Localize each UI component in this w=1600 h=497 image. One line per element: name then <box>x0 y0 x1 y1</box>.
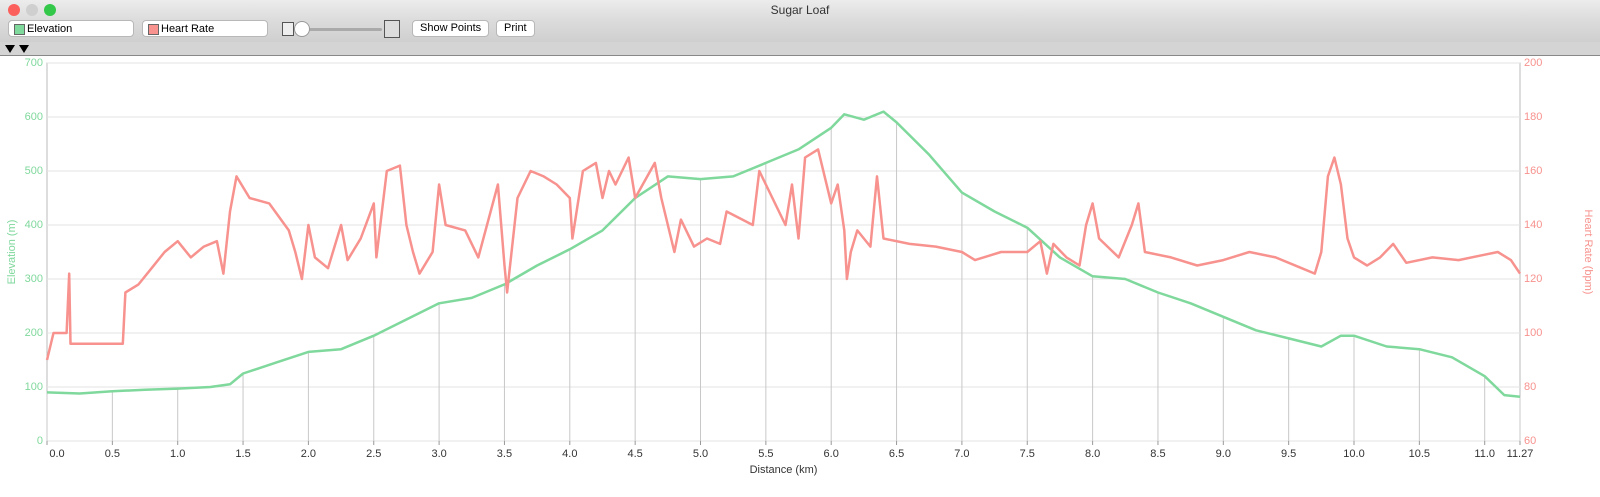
x-tick-label: 4.5 <box>628 448 643 460</box>
y2-tick-label: 160 <box>1524 165 1542 177</box>
y-tick-label: 500 <box>25 165 43 177</box>
zoom-button[interactable] <box>44 4 56 16</box>
x-tick-label: 2.5 <box>366 448 381 460</box>
y-tick-label: 200 <box>25 327 43 339</box>
minimize-button[interactable] <box>26 4 38 16</box>
y2-tick-label: 140 <box>1524 219 1542 231</box>
select-label: Elevation <box>27 23 73 35</box>
x-tick-label: 2.0 <box>301 448 316 460</box>
x-tick-label: 7.0 <box>954 448 969 460</box>
show-points-button[interactable]: Show Points <box>412 20 490 37</box>
x-tick-label: 10.5 <box>1409 448 1430 460</box>
series-select[interactable]: Heart Rate <box>142 20 268 37</box>
x-tick-label: 0.0 <box>49 448 64 460</box>
x-tick-label: 8.0 <box>1085 448 1100 460</box>
zoom-out-icon[interactable] <box>282 22 294 36</box>
y2-tick-label: 60 <box>1524 435 1536 447</box>
x-tick-label: 1.5 <box>235 448 250 460</box>
x-tick-label: 8.5 <box>1150 448 1165 460</box>
y-tick-label: 400 <box>25 219 43 231</box>
series-line <box>45 148 1522 361</box>
chart: 0 100 200 300 400 500 600 700 60 80 100 120 140 160 18… <box>6 57 1594 476</box>
x-tick-label: 9.5 <box>1281 448 1296 460</box>
title-bar: Sugar Loaf <box>0 0 1600 20</box>
plot-area <box>46 62 1521 442</box>
select-label: Heart Rate <box>161 23 215 35</box>
y2-tick-label: 200 <box>1524 57 1542 69</box>
zoom-slider[interactable] <box>296 28 382 31</box>
marker-strip <box>0 42 1600 56</box>
x-tick-label: 3.5 <box>497 448 512 460</box>
y2-axis-title: Heart Rate (bpm) <box>1582 210 1594 295</box>
close-button[interactable] <box>8 4 20 16</box>
x-tick-label: 0.5 <box>105 448 120 460</box>
x-tick-label: 3.0 <box>431 448 446 460</box>
x-tick-label: 1.0 <box>170 448 185 460</box>
x-tick-label: 5.0 <box>693 448 708 460</box>
y2-tick-label: 180 <box>1524 111 1542 123</box>
zoom-in-icon[interactable] <box>384 20 400 38</box>
y2-tick-label: 80 <box>1524 381 1536 393</box>
y-tick-label: 600 <box>25 111 43 123</box>
print-button[interactable]: Print <box>496 20 535 37</box>
x-tick-label: 11.0 <box>1474 448 1495 460</box>
y2-tick-label: 100 <box>1524 327 1542 339</box>
x-tick-label: 5.5 <box>758 448 773 460</box>
y2-tick-label: 120 <box>1524 273 1542 285</box>
y-tick-label: 100 <box>25 381 43 393</box>
slider-knob[interactable] <box>294 21 310 37</box>
markers <box>5 45 29 53</box>
y-tick-label: 300 <box>25 273 43 285</box>
window-title: Sugar Loaf <box>770 3 830 17</box>
series-select[interactable]: Elevation <box>8 20 134 37</box>
x-tick-label: 11.27 <box>1507 448 1534 460</box>
x-axis-title: Distance (km) <box>750 464 818 476</box>
x-tick-label: 6.0 <box>824 448 839 460</box>
x-tick-label: 4.0 <box>562 448 577 460</box>
x-tick-label: 7.5 <box>1020 448 1035 460</box>
series-line <box>46 110 1521 398</box>
x-tick-label: 9.0 <box>1216 448 1231 460</box>
y-axis-title: Elevation (m) <box>6 220 18 285</box>
y-tick-label: 0 <box>37 435 43 447</box>
x-tick-label: 10.0 <box>1343 448 1364 460</box>
toolbar: Elevation Heart Rate Show Points Print <box>0 20 1600 42</box>
x-tick-label: 6.5 <box>889 448 904 460</box>
y-tick-label: 700 <box>25 57 43 69</box>
